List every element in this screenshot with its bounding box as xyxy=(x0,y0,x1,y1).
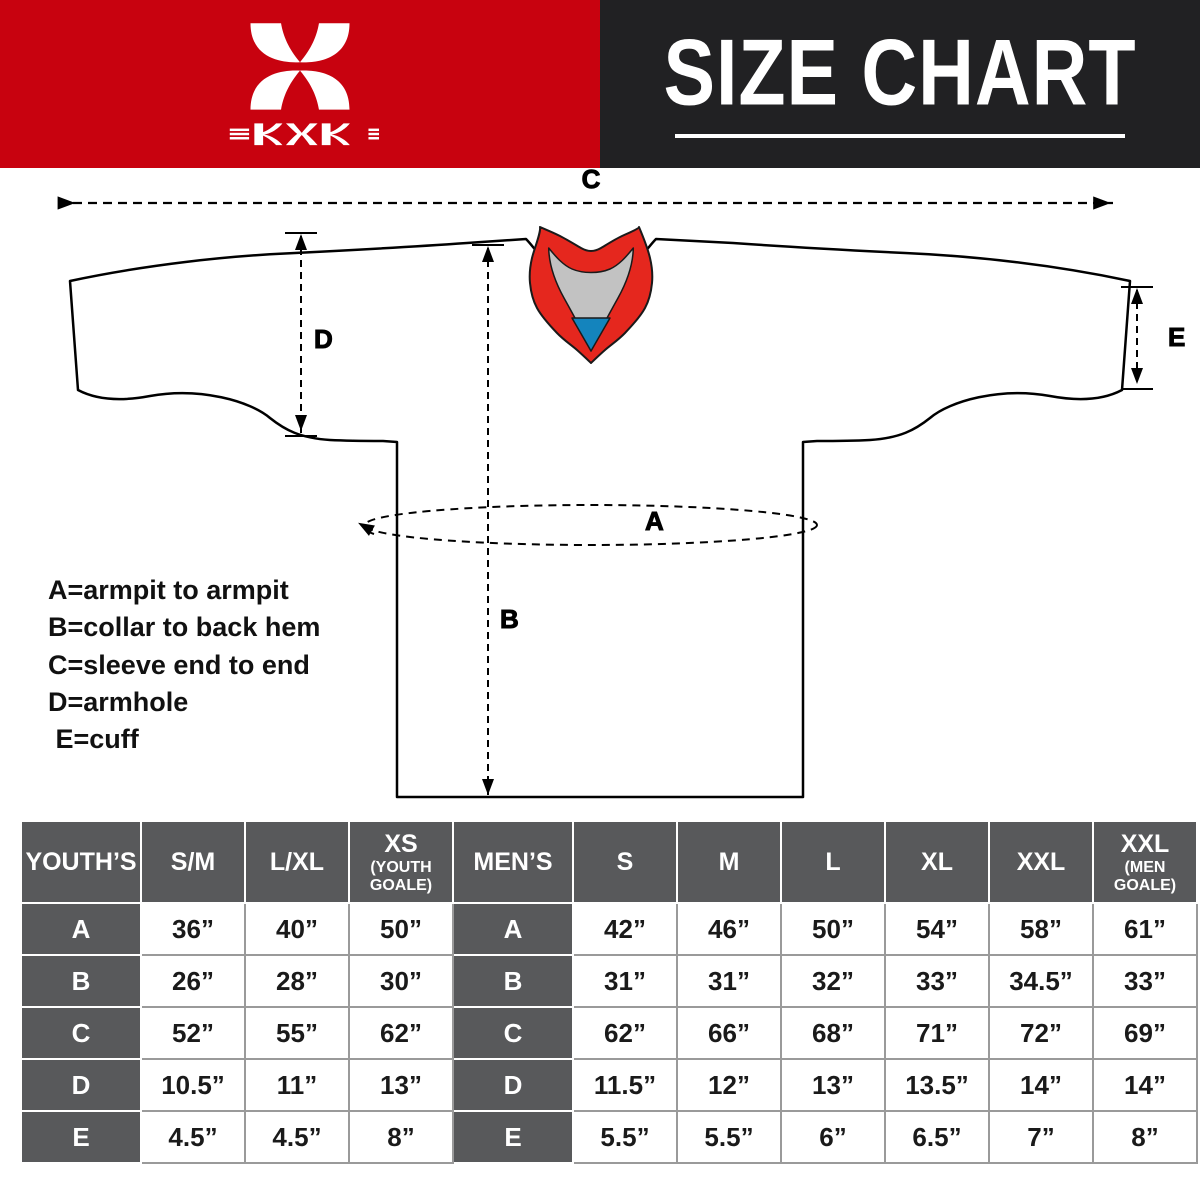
svg-text:B: B xyxy=(500,604,519,634)
svg-text:A: A xyxy=(645,506,664,536)
svg-text:C: C xyxy=(582,168,601,194)
svg-text:E: E xyxy=(1168,322,1185,352)
svg-text:D: D xyxy=(314,324,333,354)
